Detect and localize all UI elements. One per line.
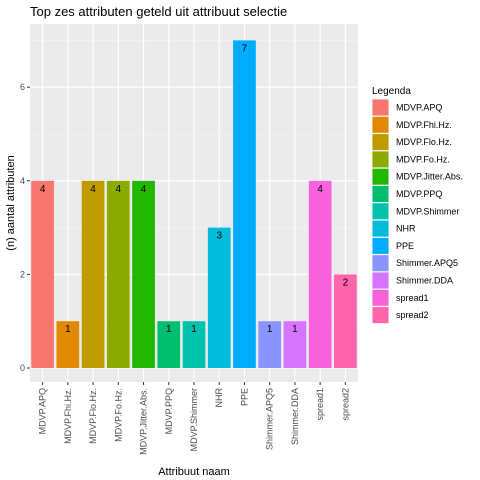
data-label: 4: [116, 184, 122, 195]
legend-swatch: [373, 307, 389, 323]
legend-swatch: [373, 203, 389, 219]
bar: [233, 40, 256, 368]
bar: [107, 181, 130, 368]
x-tick-label: NHR: [214, 388, 224, 408]
data-label: 1: [292, 324, 298, 335]
legend: Legenda MDVP.APQ MDVP.Fhi.Hz. MDVP.Flo.Hz.…: [372, 86, 463, 324]
x-tick-label: MDVP.PPQ: [164, 388, 174, 434]
x-axis-title: Attribuut naam: [158, 466, 230, 478]
legend-label: MDVP.APQ: [396, 103, 442, 113]
bar: [208, 228, 231, 368]
data-label: 3: [216, 231, 222, 242]
bar: [31, 181, 54, 368]
bar: [334, 274, 357, 368]
legend-label: MDVP.Jitter.Abs.: [396, 172, 463, 182]
legend-swatch: [373, 238, 389, 254]
y-tick-label: 6: [20, 82, 25, 92]
data-label: 2: [343, 277, 349, 288]
data-label: 1: [65, 324, 71, 335]
x-tick-label: PPE: [239, 388, 249, 406]
legend-label: MDVP.Fhi.Hz.: [396, 120, 452, 130]
y-axis-title: (n) aantal attributen: [5, 155, 17, 250]
data-label: 1: [191, 324, 197, 335]
x-tick-label: MDVP.Shimmer: [189, 388, 199, 451]
x-axis: MDVP.APQ MDVP.Fhi.Hz. MDVP.Flo.Hz. MDVP.Fo.…: [38, 382, 351, 455]
x-tick-label: MDVP.Flo.Hz.: [88, 388, 98, 444]
legend-swatch: [373, 290, 389, 306]
legend-label: MDVP.Fo.Hz.: [396, 154, 450, 164]
legend-label: MDVP.Flo.Hz.: [396, 137, 452, 147]
data-label: 4: [141, 184, 147, 195]
legend-swatch: [373, 221, 389, 237]
chart-title: Top zes attributen geteld uit attribuut …: [30, 4, 287, 19]
x-tick-label: spread1: [315, 388, 325, 421]
legend-label: MDVP.PPQ: [396, 189, 442, 199]
legend-swatch: [373, 186, 389, 202]
x-tick-label: Shimmer.APQ5: [265, 388, 275, 450]
legend-swatch: [373, 100, 389, 116]
legend-swatch: [373, 151, 389, 167]
bar: [132, 181, 155, 368]
legend-label: spread2: [396, 310, 429, 320]
legend-swatch: [373, 255, 389, 271]
x-tick-label: MDVP.Jitter.Abs.: [139, 388, 149, 455]
x-tick-label: MDVP.Fhi.Hz.: [63, 388, 73, 444]
y-tick-label: 0: [20, 363, 25, 373]
legend-label: MDVP.Shimmer: [396, 206, 459, 216]
legend-label: NHR: [396, 224, 416, 234]
legend-swatch: [373, 134, 389, 150]
bar: [309, 181, 332, 368]
data-label: 4: [90, 184, 96, 195]
legend-swatch: [373, 273, 389, 289]
legend-swatch: [373, 117, 389, 133]
data-label: 7: [242, 43, 248, 54]
legend-title: Legenda: [372, 86, 411, 97]
x-tick-label: Shimmer.DDA: [290, 388, 300, 445]
data-label: 4: [40, 184, 46, 195]
x-tick-label: spread2: [340, 388, 350, 421]
x-tick-label: MDVP.APQ: [38, 388, 48, 434]
data-label: 1: [267, 324, 273, 335]
y-tick-label: 2: [20, 269, 25, 279]
legend-swatch: [373, 169, 389, 185]
bar: [82, 181, 105, 368]
data-label: 1: [166, 324, 172, 335]
y-axis: 0 2 4 6: [20, 82, 30, 373]
legend-label: Shimmer.DDA: [396, 276, 453, 286]
legend-label: Shimmer.APQ5: [396, 258, 458, 268]
y-tick-label: 4: [20, 176, 25, 186]
legend-label: spread1: [396, 293, 429, 303]
legend-label: PPE: [396, 241, 414, 251]
data-label: 4: [317, 184, 323, 195]
x-tick-label: MDVP.Fo.Hz.: [113, 388, 123, 442]
